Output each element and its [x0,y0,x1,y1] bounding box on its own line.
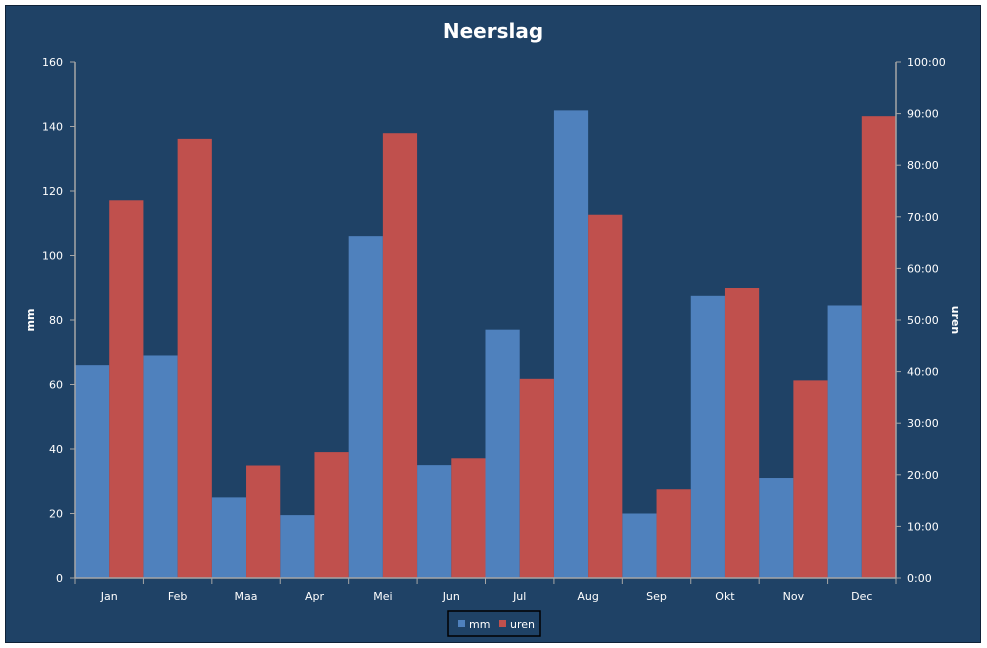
y-tick-label: 60 [49,379,63,392]
bar-mm-nov [759,478,794,578]
y2-tick-label: 80:00 [907,159,939,172]
y-tick-label: 100 [42,250,63,263]
x-tick-label: Jun [442,590,460,603]
y-tick-label: 140 [42,121,63,134]
bar-uren-maa [246,465,281,578]
y-tick-label: 160 [42,56,63,69]
bar-mm-jan [75,365,110,578]
y-tick-label: 0 [56,572,63,585]
bar-uren-jan [109,200,144,578]
bar-mm-apr [280,515,315,578]
x-axis-ticks: Jan Feb Maa Apr Mei Jun Jul Aug Sep Okt Nov Dec [74,578,897,603]
bar-mm-dec [827,305,862,578]
bar-mm-mei [348,236,383,578]
bar-uren-aug [588,214,623,578]
x-tick-label: Jan [100,590,118,603]
legend-label-uren: uren [510,618,535,631]
y-tick-label: 20 [49,508,63,521]
y2-tick-label: 60:00 [907,262,939,275]
y2-tick-label: 100:00 [907,56,946,69]
x-tick-label: Mei [373,590,392,603]
y2-tick-label: 50:00 [907,314,939,327]
bars [75,110,896,579]
x-tick-label: Feb [168,590,187,603]
y-tick-label: 80 [49,314,63,327]
bar-uren-nov [793,380,828,578]
y2-tick-label: 90:00 [907,108,939,121]
x-tick-label: Nov [783,590,805,603]
y-axis-title: mm [24,309,37,332]
bar-uren-mei [382,133,418,578]
bar-mm-jul [485,329,520,578]
y2-tick-label: 0:00 [907,572,932,585]
bar-uren-dec [861,116,896,579]
bar-uren-sep [656,489,691,578]
y2-tick-label: 30:00 [907,417,939,430]
x-tick-label: Apr [305,590,325,603]
y2-axis-title: uren [949,306,962,335]
bar-mm-aug [553,110,589,578]
left-axis-ticks: 0 20 40 60 80 100 120 140 160 [42,56,75,585]
y2-tick-label: 20:00 [907,469,939,482]
y2-tick-label: 40:00 [907,366,939,379]
right-axis-ticks: 0:00 10:00 20:00 30:00 40:00 50:00 60:00 70:00 8… [896,56,946,585]
bar-mm-maa [211,497,247,578]
y2-tick-label: 10:00 [907,520,939,533]
x-tick-label: Dec [851,590,872,603]
bar-mm-feb [143,355,178,578]
y-tick-label: 120 [42,185,63,198]
bar-uren-jun [451,458,486,578]
bar-uren-feb [177,138,212,578]
x-tick-label: Jul [512,590,526,603]
x-tick-label: Maa [235,590,258,603]
bar-uren-apr [314,452,349,578]
y2-tick-label: 70:00 [907,211,939,224]
x-tick-label: Aug [577,590,598,603]
chart-title: Neerslag [443,19,543,43]
bar-uren-okt [724,288,760,578]
bar-mm-sep [622,513,657,578]
bar-mm-jun [417,465,452,578]
bar-uren-jul [519,378,554,578]
y-tick-label: 40 [49,443,63,456]
legend-label-mm: mm [469,618,490,631]
legend: mm uren [447,610,541,637]
legend-swatch-uren [499,620,506,627]
axes [74,62,897,579]
legend-swatch-mm [458,620,465,627]
bar-mm-okt [690,295,725,578]
x-tick-label: Okt [715,590,735,603]
x-tick-label: Sep [646,590,667,603]
